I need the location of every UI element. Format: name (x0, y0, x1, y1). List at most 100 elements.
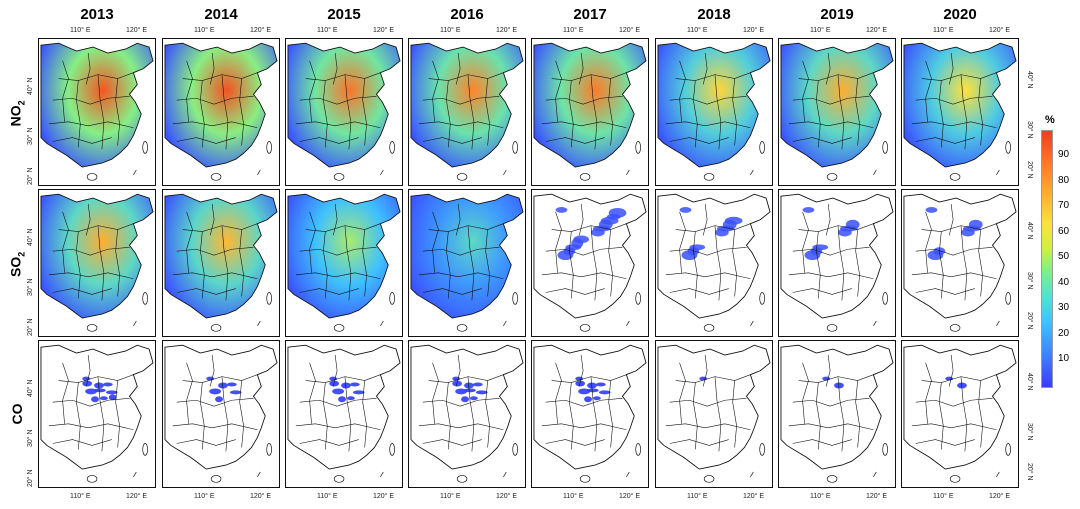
row-label-text: SO (7, 256, 24, 278)
map-svg (657, 344, 771, 483)
province-border (978, 78, 983, 146)
province-border (455, 354, 461, 387)
map-panel-so2-2017 (531, 189, 649, 337)
province-border (200, 80, 205, 148)
province-border (52, 439, 112, 446)
pollution-hotspot (679, 206, 692, 213)
province-border (555, 60, 562, 122)
co-hotspot (592, 396, 601, 401)
province-border (816, 382, 821, 450)
taiwan-outline (759, 292, 765, 305)
map-svg (903, 193, 1017, 332)
map-panel-co-2013 (38, 340, 156, 488)
islands-mark (133, 471, 137, 478)
islands-mark (133, 320, 137, 327)
year-label-2018: 2018 (697, 6, 731, 23)
province-border (569, 80, 574, 148)
colorbar-tick: 20 (1058, 327, 1070, 339)
lat-label-left: 20° N (27, 469, 34, 487)
hainan-outline (949, 324, 961, 332)
taiwan-outline (266, 443, 272, 456)
lat-label-left: 30° N (27, 278, 34, 296)
islands-mark (873, 471, 877, 478)
province-border (422, 439, 482, 446)
hainan-outline (456, 324, 468, 332)
map-svg (410, 344, 524, 483)
province-border (590, 376, 598, 452)
province-border (176, 137, 236, 144)
taiwan-outline (142, 292, 148, 305)
lon-label-bottom: 110° E (317, 493, 338, 500)
map-svg (533, 42, 647, 181)
colorbar-tick: 40 (1058, 276, 1070, 288)
province-border (679, 60, 686, 122)
co-hotspot (215, 396, 223, 403)
province-border (62, 60, 69, 122)
lon-label-top: 120° E (743, 27, 765, 34)
province-border (239, 78, 244, 146)
islands-mark (503, 320, 507, 327)
province-border (816, 80, 821, 148)
province-border (825, 354, 831, 387)
province-border (323, 80, 328, 148)
province-border (939, 382, 944, 450)
province-border (76, 382, 81, 450)
hainan-outline (703, 475, 715, 483)
islands-mark (626, 471, 630, 478)
pollution-field (40, 194, 154, 319)
province-border (200, 231, 205, 299)
pollution-hotspot (812, 244, 829, 251)
province-border (714, 225, 722, 301)
province-border (939, 80, 944, 148)
province-border (305, 374, 381, 383)
province-border (802, 362, 809, 424)
lon-label-bottom: 120° E (126, 493, 148, 500)
co-hotspot (332, 388, 344, 395)
province-border (418, 121, 504, 129)
map-svg (410, 193, 524, 332)
hainan-outline (456, 173, 468, 181)
province-border (62, 211, 69, 273)
province-border (960, 74, 968, 150)
province-border (344, 225, 352, 301)
pollution-field (657, 194, 771, 319)
province-border (545, 439, 605, 446)
country-border (657, 42, 771, 168)
province-border (608, 229, 613, 297)
province-border (608, 380, 613, 448)
province-border (541, 423, 627, 431)
lon-label-bottom: 120° E (619, 493, 641, 500)
province-border (48, 121, 134, 129)
taiwan-outline (389, 141, 395, 154)
province-border (455, 203, 461, 236)
province-border (960, 225, 968, 301)
province-border (669, 288, 729, 295)
taiwan-outline (759, 443, 765, 456)
country-border (410, 344, 524, 470)
province-border (176, 246, 254, 256)
lon-label-top: 120° E (619, 27, 641, 34)
province-border (816, 231, 821, 299)
province-border (485, 380, 490, 448)
colorbar-tick: 80 (1058, 174, 1070, 186)
row-label-co: CO (9, 397, 25, 431)
taiwan-outline (882, 292, 888, 305)
lon-label-top: 110° E (687, 27, 708, 34)
pollution-field (287, 43, 401, 168)
lon-label-bottom: 110° E (933, 493, 954, 500)
islands-mark (380, 320, 384, 327)
province-border (176, 288, 236, 295)
province-border (176, 397, 254, 407)
pollution-field (164, 194, 278, 319)
lat-label-right: 20° N (1026, 463, 1033, 481)
province-border (332, 354, 338, 387)
province-border (679, 362, 686, 424)
row-label-subscript: 2 (16, 100, 27, 106)
map-svg (903, 42, 1017, 181)
taiwan-outline (142, 443, 148, 456)
province-border (798, 72, 874, 81)
co-hotspot (455, 388, 467, 395)
map-panel-no2-2016 (408, 38, 526, 186)
lon-label-bottom: 120° E (743, 493, 765, 500)
co-hotspot (461, 396, 469, 403)
